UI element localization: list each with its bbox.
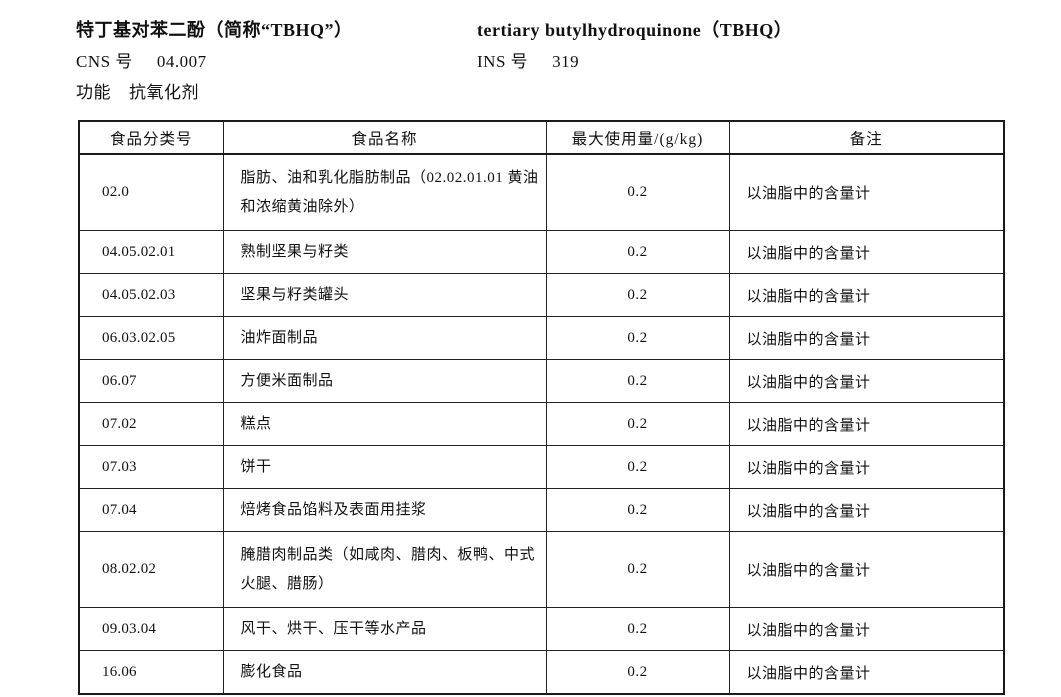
cell-remark: 以油脂中的含量计 (728, 359, 1005, 403)
table-row: 09.03.04 风干、烘干、压干等水产品 0.2 以油脂中的含量计 (78, 607, 1005, 651)
cns-value: 04.007 (156, 52, 207, 71)
cell-remark: 以油脂中的含量计 (728, 230, 1005, 274)
table-row: 04.05.02.03 坚果与籽类罐头 0.2 以油脂中的含量计 (78, 273, 1005, 317)
cell-max-use: 0.2 (545, 607, 730, 651)
table-row: 07.04 焙烤食品馅料及表面用挂浆 0.2 以油脂中的含量计 (78, 488, 1005, 532)
cell-max-use: 0.2 (545, 316, 730, 360)
table-row: 07.02 糕点 0.2 以油脂中的含量计 (78, 402, 1005, 446)
cell-category-code: 06.07 (78, 359, 224, 403)
cell-food-name: 饼干 (222, 445, 547, 489)
table-row: 06.07 方便米面制品 0.2 以油脂中的含量计 (78, 359, 1005, 403)
cell-food-name: 油炸面制品 (222, 316, 547, 360)
cell-food-name: 焙烤食品馅料及表面用挂浆 (222, 488, 547, 532)
cell-category-code: 16.06 (78, 650, 224, 695)
cell-max-use: 0.2 (545, 445, 730, 489)
cell-food-name: 糕点 (222, 402, 547, 446)
cell-remark: 以油脂中的含量计 (728, 488, 1005, 532)
cell-food-name: 膨化食品 (222, 650, 547, 695)
cell-category-code: 04.05.02.03 (78, 273, 224, 317)
col-header-food-category-code: 食品分类号 (78, 120, 224, 155)
table-row: 04.05.02.01 熟制坚果与籽类 0.2 以油脂中的含量计 (78, 230, 1005, 274)
cell-remark: 以油脂中的含量计 (728, 402, 1005, 446)
cell-category-code: 07.02 (78, 402, 224, 446)
cell-max-use: 0.2 (545, 531, 730, 608)
cns-label: CNS 号 (76, 52, 133, 71)
cell-remark: 以油脂中的含量计 (728, 153, 1005, 231)
cell-category-code: 02.0 (78, 153, 224, 231)
table-row: 02.0 脂肪、油和乳化脂肪制品（02.02.01.01 黄油和浓缩黄油除外） … (78, 153, 1005, 231)
table-row: 06.03.02.05 油炸面制品 0.2 以油脂中的含量计 (78, 316, 1005, 360)
table-row: 07.03 饼干 0.2 以油脂中的含量计 (78, 445, 1005, 489)
cell-food-name: 熟制坚果与籽类 (222, 230, 547, 274)
cell-food-name: 风干、烘干、压干等水产品 (222, 607, 547, 651)
cell-food-name: 脂肪、油和乳化脂肪制品（02.02.01.01 黄油和浓缩黄油除外） (222, 153, 547, 231)
cell-food-name: 坚果与籽类罐头 (222, 273, 547, 317)
cell-max-use: 0.2 (545, 230, 730, 274)
cell-category-code: 04.05.02.01 (78, 230, 224, 274)
function-line: 功能 抗氧化剂 (76, 78, 199, 103)
col-header-remark: 备注 (728, 120, 1005, 155)
cell-food-name: 方便米面制品 (222, 359, 547, 403)
cell-max-use: 0.2 (545, 153, 730, 231)
cell-remark: 以油脂中的含量计 (728, 316, 1005, 360)
cell-remark: 以油脂中的含量计 (728, 607, 1005, 651)
table-row: 08.02.02 腌腊肉制品类（如咸肉、腊肉、板鸭、中式火腿、腊肠） 0.2 以… (78, 531, 1005, 608)
col-header-max-use: 最大使用量/(g/kg) (545, 120, 730, 155)
ins-label: INS 号 (477, 52, 529, 71)
cell-remark: 以油脂中的含量计 (728, 531, 1005, 608)
cell-category-code: 07.03 (78, 445, 224, 489)
cns-number: CNS 号 04.007 (76, 47, 207, 72)
entry-header: 特丁基对苯二酚（简称“TBHQ”） tertiary butylhydroqui… (0, 16, 1061, 109)
function-value: 抗氧化剂 (129, 83, 199, 102)
ins-value: 319 (552, 52, 580, 71)
cell-food-name: 腌腊肉制品类（如咸肉、腊肉、板鸭、中式火腿、腊肠） (222, 531, 547, 608)
cell-remark: 以油脂中的含量计 (728, 273, 1005, 317)
cell-max-use: 0.2 (545, 273, 730, 317)
cell-remark: 以油脂中的含量计 (728, 650, 1005, 695)
cell-category-code: 09.03.04 (78, 607, 224, 651)
function-label: 功能 (76, 83, 111, 102)
ins-number: INS 号 319 (477, 47, 579, 72)
cell-category-code: 06.03.02.05 (78, 316, 224, 360)
substance-title-cn: 特丁基对苯二酚（简称“TBHQ”） (76, 20, 353, 40)
col-header-food-name: 食品名称 (222, 120, 547, 155)
cell-max-use: 0.2 (545, 488, 730, 532)
cell-category-code: 07.04 (78, 488, 224, 532)
cell-max-use: 0.2 (545, 402, 730, 446)
usage-table: 食品分类号 食品名称 最大使用量/(g/kg) 备注 02.0 脂肪、油和乳化脂… (78, 120, 1005, 695)
table-header-row: 食品分类号 食品名称 最大使用量/(g/kg) 备注 (78, 120, 1005, 155)
cell-category-code: 08.02.02 (78, 531, 224, 608)
table-row: 16.06 膨化食品 0.2 以油脂中的含量计 (78, 650, 1005, 695)
cell-max-use: 0.2 (545, 359, 730, 403)
cell-max-use: 0.2 (545, 650, 730, 695)
cell-remark: 以油脂中的含量计 (728, 445, 1005, 489)
substance-title-en: tertiary butylhydroquinone（TBHQ） (477, 20, 793, 40)
